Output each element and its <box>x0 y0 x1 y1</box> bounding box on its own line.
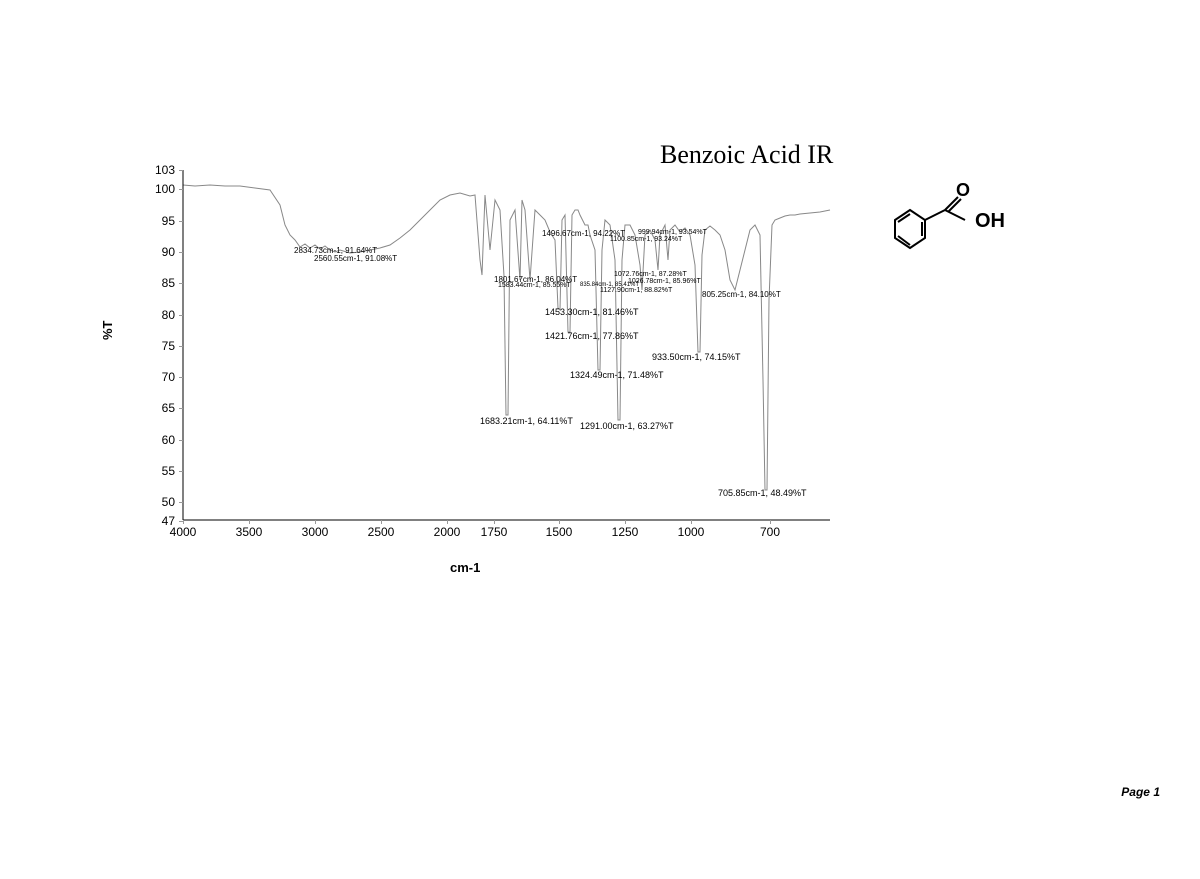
x-tick: 3000 <box>302 525 329 539</box>
x-tick: 2500 <box>368 525 395 539</box>
peak-label: 1453.30cm-1, 81.46%T <box>545 307 639 317</box>
peak-label: 1583.44cm-1, 85.55%T <box>498 282 571 289</box>
y-tick: 95 <box>150 214 175 228</box>
x-tick: 1500 <box>546 525 573 539</box>
oh-label: OH <box>975 210 1005 233</box>
peak-label: 933.50cm-1, 74.15%T <box>652 352 741 362</box>
y-tick: 80 <box>150 308 175 322</box>
y-tick: 90 <box>150 245 175 259</box>
peak-label: 805.25cm-1, 84.10%T <box>702 290 781 299</box>
o-carbonyl: O <box>956 180 970 201</box>
x-tick: 1000 <box>678 525 705 539</box>
x-tick: 4000 <box>170 525 197 539</box>
peak-label: 999.94cm-1, 93.54%T <box>638 229 707 236</box>
x-tick: 1250 <box>612 525 639 539</box>
peak-label: 1100.85cm-1, 93.24%T <box>610 236 682 243</box>
y-tick: 103 <box>150 163 175 177</box>
y-tick: 60 <box>150 433 175 447</box>
peak-label: 1291.00cm-1, 63.27%T <box>580 421 674 431</box>
peak-label: 1324.49cm-1, 71.48%T <box>570 370 664 380</box>
peak-label: 1072.76cm-1, 87.28%T <box>614 271 687 278</box>
y-tick: 100 <box>150 182 175 196</box>
y-tick: 65 <box>150 401 175 415</box>
y-tick: 75 <box>150 339 175 353</box>
y-tick: 85 <box>150 276 175 290</box>
peak-label: 1127.90cm-1, 88.82%T <box>600 287 672 294</box>
page-number: Page 1 <box>1121 785 1160 799</box>
peak-label: 705.85cm-1, 48.49%T <box>718 488 807 498</box>
x-tick: 1750 <box>481 525 508 539</box>
x-tick: 3500 <box>236 525 263 539</box>
peak-label: 1421.76cm-1, 77.86%T <box>545 331 639 341</box>
x-tick: 2000 <box>434 525 461 539</box>
peak-label: 1683.21cm-1, 64.11%T <box>480 416 573 426</box>
peak-label: 2560.55cm-1, 91.08%T <box>314 254 397 263</box>
y-tick: 70 <box>150 370 175 384</box>
y-tick: 55 <box>150 464 175 478</box>
y-tick: 50 <box>150 495 175 509</box>
x-tick: 700 <box>760 525 780 539</box>
